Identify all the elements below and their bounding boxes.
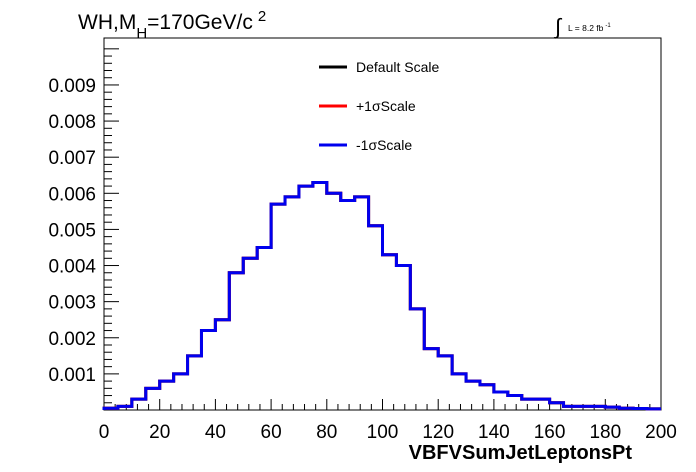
x-tick-label: 160: [534, 422, 566, 443]
luminosity-superscript: -1: [605, 23, 611, 29]
x-tick-label: 20: [149, 422, 170, 443]
chart-title: WH,MH=170GeV/c 2: [78, 8, 266, 42]
plot-frame: [103, 37, 662, 411]
chart-title-tail: =170GeV/c: [147, 11, 253, 34]
luminosity-text: L = 8.2 fb: [568, 23, 604, 33]
legend-label-1: +1σScale: [356, 98, 416, 114]
series-line-2: [102, 180, 661, 411]
y-tick-label: 0.007: [48, 148, 96, 169]
y-tick-label: 0.002: [48, 329, 96, 350]
legend-label-2: -1σScale: [356, 137, 412, 153]
series-layer: [102, 180, 661, 411]
y-tick-label: 0.008: [48, 112, 96, 133]
x-tick-label: 200: [645, 422, 677, 443]
legend-label-0: Default Scale: [356, 59, 439, 75]
chart-title-main: WH,M: [78, 11, 136, 34]
y-tick-label: 0.004: [48, 257, 96, 278]
x-tick-label: 40: [205, 422, 226, 443]
y-tick-label: 0.006: [48, 184, 96, 205]
x-axis-title: VBFVSumJetLeptonsPt: [409, 442, 633, 464]
legend: Default Scale +1σScale -1σScale: [319, 59, 439, 153]
chart-title-superscript: 2: [258, 8, 266, 25]
y-tick-label: 0.009: [48, 76, 96, 97]
x-tick-label: 180: [589, 422, 621, 443]
x-tick-label: 140: [478, 422, 510, 443]
series-line-0: [102, 180, 661, 411]
x-tick-label: 100: [367, 422, 399, 443]
x-tick-label: 60: [261, 422, 282, 443]
x-tick-label: 80: [316, 422, 337, 443]
series-line-1: [102, 180, 661, 411]
y-tick-label: 0.003: [48, 293, 96, 314]
x-tick-label: 0: [99, 422, 110, 443]
chart-title-subscript: H: [136, 25, 147, 42]
y-tick-label: 0.001: [48, 365, 96, 386]
luminosity-label: L = 8.2 fb -1: [568, 23, 611, 33]
axis-layer: 0 20 40 60 80 100 120 140 160 180 200 0.001 0.002 0.0…: [48, 48, 677, 443]
x-tick-label: 120: [422, 422, 454, 443]
integral-symbol: ∫: [553, 14, 563, 39]
y-tick-label: 0.005: [48, 220, 96, 241]
